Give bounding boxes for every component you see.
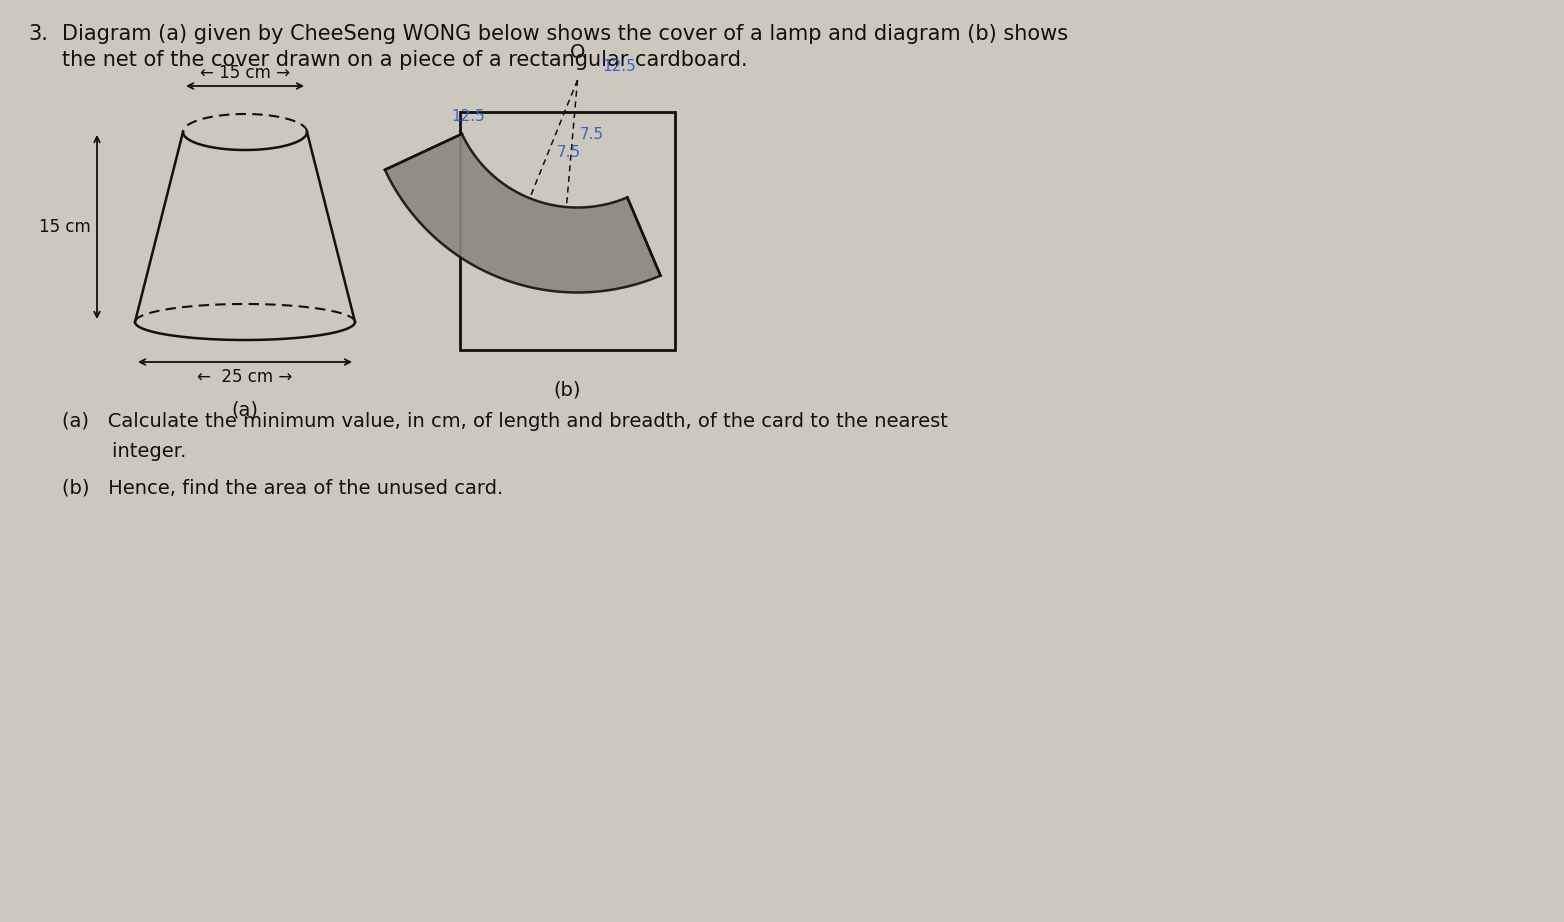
- Text: ←  25 cm →: ← 25 cm →: [197, 368, 292, 386]
- Text: (b)   Hence, find the area of the unused card.: (b) Hence, find the area of the unused c…: [63, 478, 504, 497]
- Text: (b): (b): [554, 380, 582, 399]
- Text: the net of the cover drawn on a piece of a rectangular cardboard.: the net of the cover drawn on a piece of…: [63, 50, 748, 70]
- Text: 12.5: 12.5: [602, 58, 637, 74]
- Text: O: O: [569, 43, 585, 62]
- Text: integer.: integer.: [63, 442, 186, 461]
- Text: (a): (a): [231, 400, 258, 419]
- Text: 7.5: 7.5: [557, 146, 580, 160]
- Text: ← 15 cm →: ← 15 cm →: [200, 64, 289, 82]
- Text: Diagram (a) given by CheeSeng WONG below shows the cover of a lamp and diagram (: Diagram (a) given by CheeSeng WONG below…: [63, 24, 1068, 44]
- Text: 3.: 3.: [28, 24, 48, 44]
- Bar: [460, 112, 676, 350]
- Text: (a)   Calculate the minimum value, in cm, of length and breadth, of the card to : (a) Calculate the minimum value, in cm, …: [63, 412, 948, 431]
- Text: 7.5: 7.5: [580, 127, 604, 142]
- Polygon shape: [385, 134, 660, 292]
- Text: 12.5: 12.5: [450, 109, 485, 124]
- Text: 15 cm: 15 cm: [39, 218, 91, 236]
